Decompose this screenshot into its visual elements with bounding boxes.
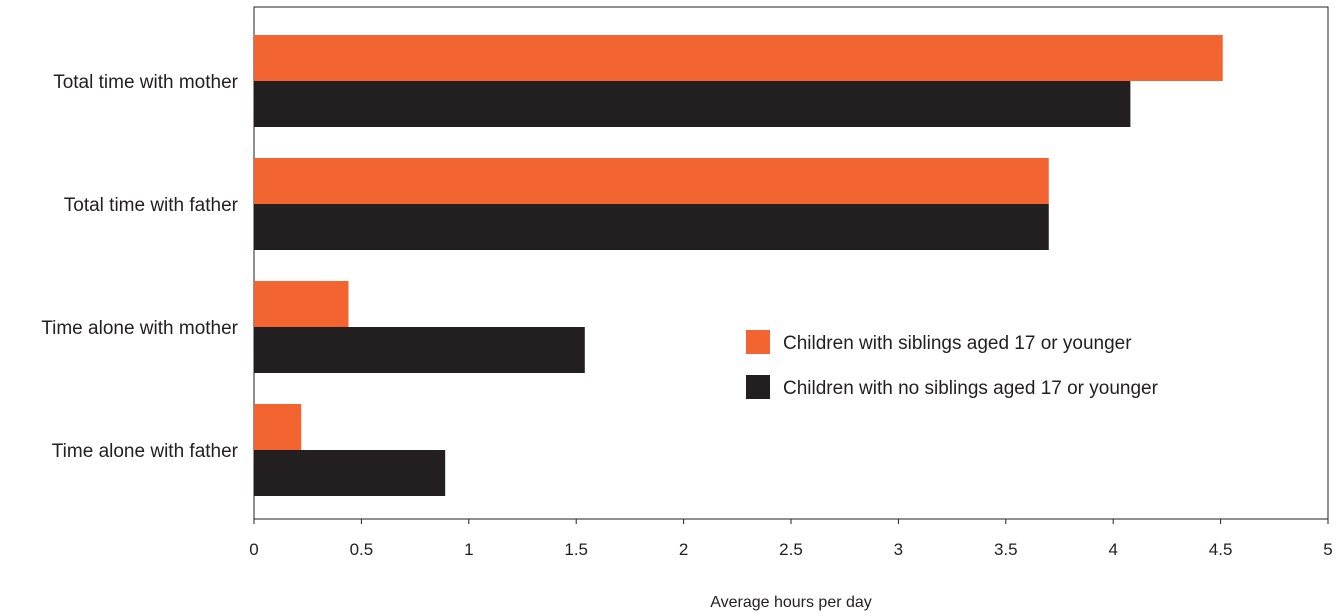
legend-swatch-no-siblings [746, 375, 770, 399]
legend-label-with-siblings: Children with siblings aged 17 or younge… [783, 333, 1132, 354]
bar-no-siblings-2 [254, 204, 1049, 250]
category-label: Total time with mother [53, 72, 238, 93]
x-tick-label: 0.5 [350, 540, 374, 559]
bars-group [254, 35, 1223, 496]
x-tick-label: 3 [894, 540, 903, 559]
x-tick-label: 1.5 [564, 540, 588, 559]
x-tick-label: 4.5 [1209, 540, 1233, 559]
x-tick-label: 3.5 [994, 540, 1018, 559]
x-axis-tick-labels: 0 0.5 1 1.5 2 2.5 3 3.5 4 4.5 5 [249, 540, 1332, 559]
category-label: Time alone with mother [41, 318, 238, 339]
legend-label-no-siblings: Children with no siblings aged 17 or you… [783, 378, 1159, 399]
bar-no-siblings-4 [254, 450, 446, 496]
bar-with-siblings-2 [254, 158, 1049, 204]
bar-no-siblings-1 [254, 81, 1131, 127]
bar-no-siblings-3 [254, 327, 585, 373]
bar-with-siblings-4 [254, 404, 302, 450]
legend: Children with siblings aged 17 or younge… [746, 330, 1159, 399]
x-tick-label: 2 [679, 540, 688, 559]
x-tick-label: 2.5 [779, 540, 803, 559]
bar-with-siblings-3 [254, 281, 349, 327]
x-tick-label: 1 [464, 540, 473, 559]
x-axis-title: Average hours per day [710, 594, 872, 611]
x-tick-label: 4 [1108, 540, 1117, 559]
legend-swatch-with-siblings [746, 330, 770, 354]
category-label: Total time with father [64, 195, 239, 216]
x-tick-label: 5 [1323, 540, 1332, 559]
x-axis-ticks [253, 519, 1329, 524]
x-tick-label: 0 [249, 540, 258, 559]
category-labels: Total time with mother Total time with fa… [41, 72, 238, 462]
bar-with-siblings-1 [254, 35, 1223, 81]
category-label: Time alone with father [52, 441, 239, 462]
